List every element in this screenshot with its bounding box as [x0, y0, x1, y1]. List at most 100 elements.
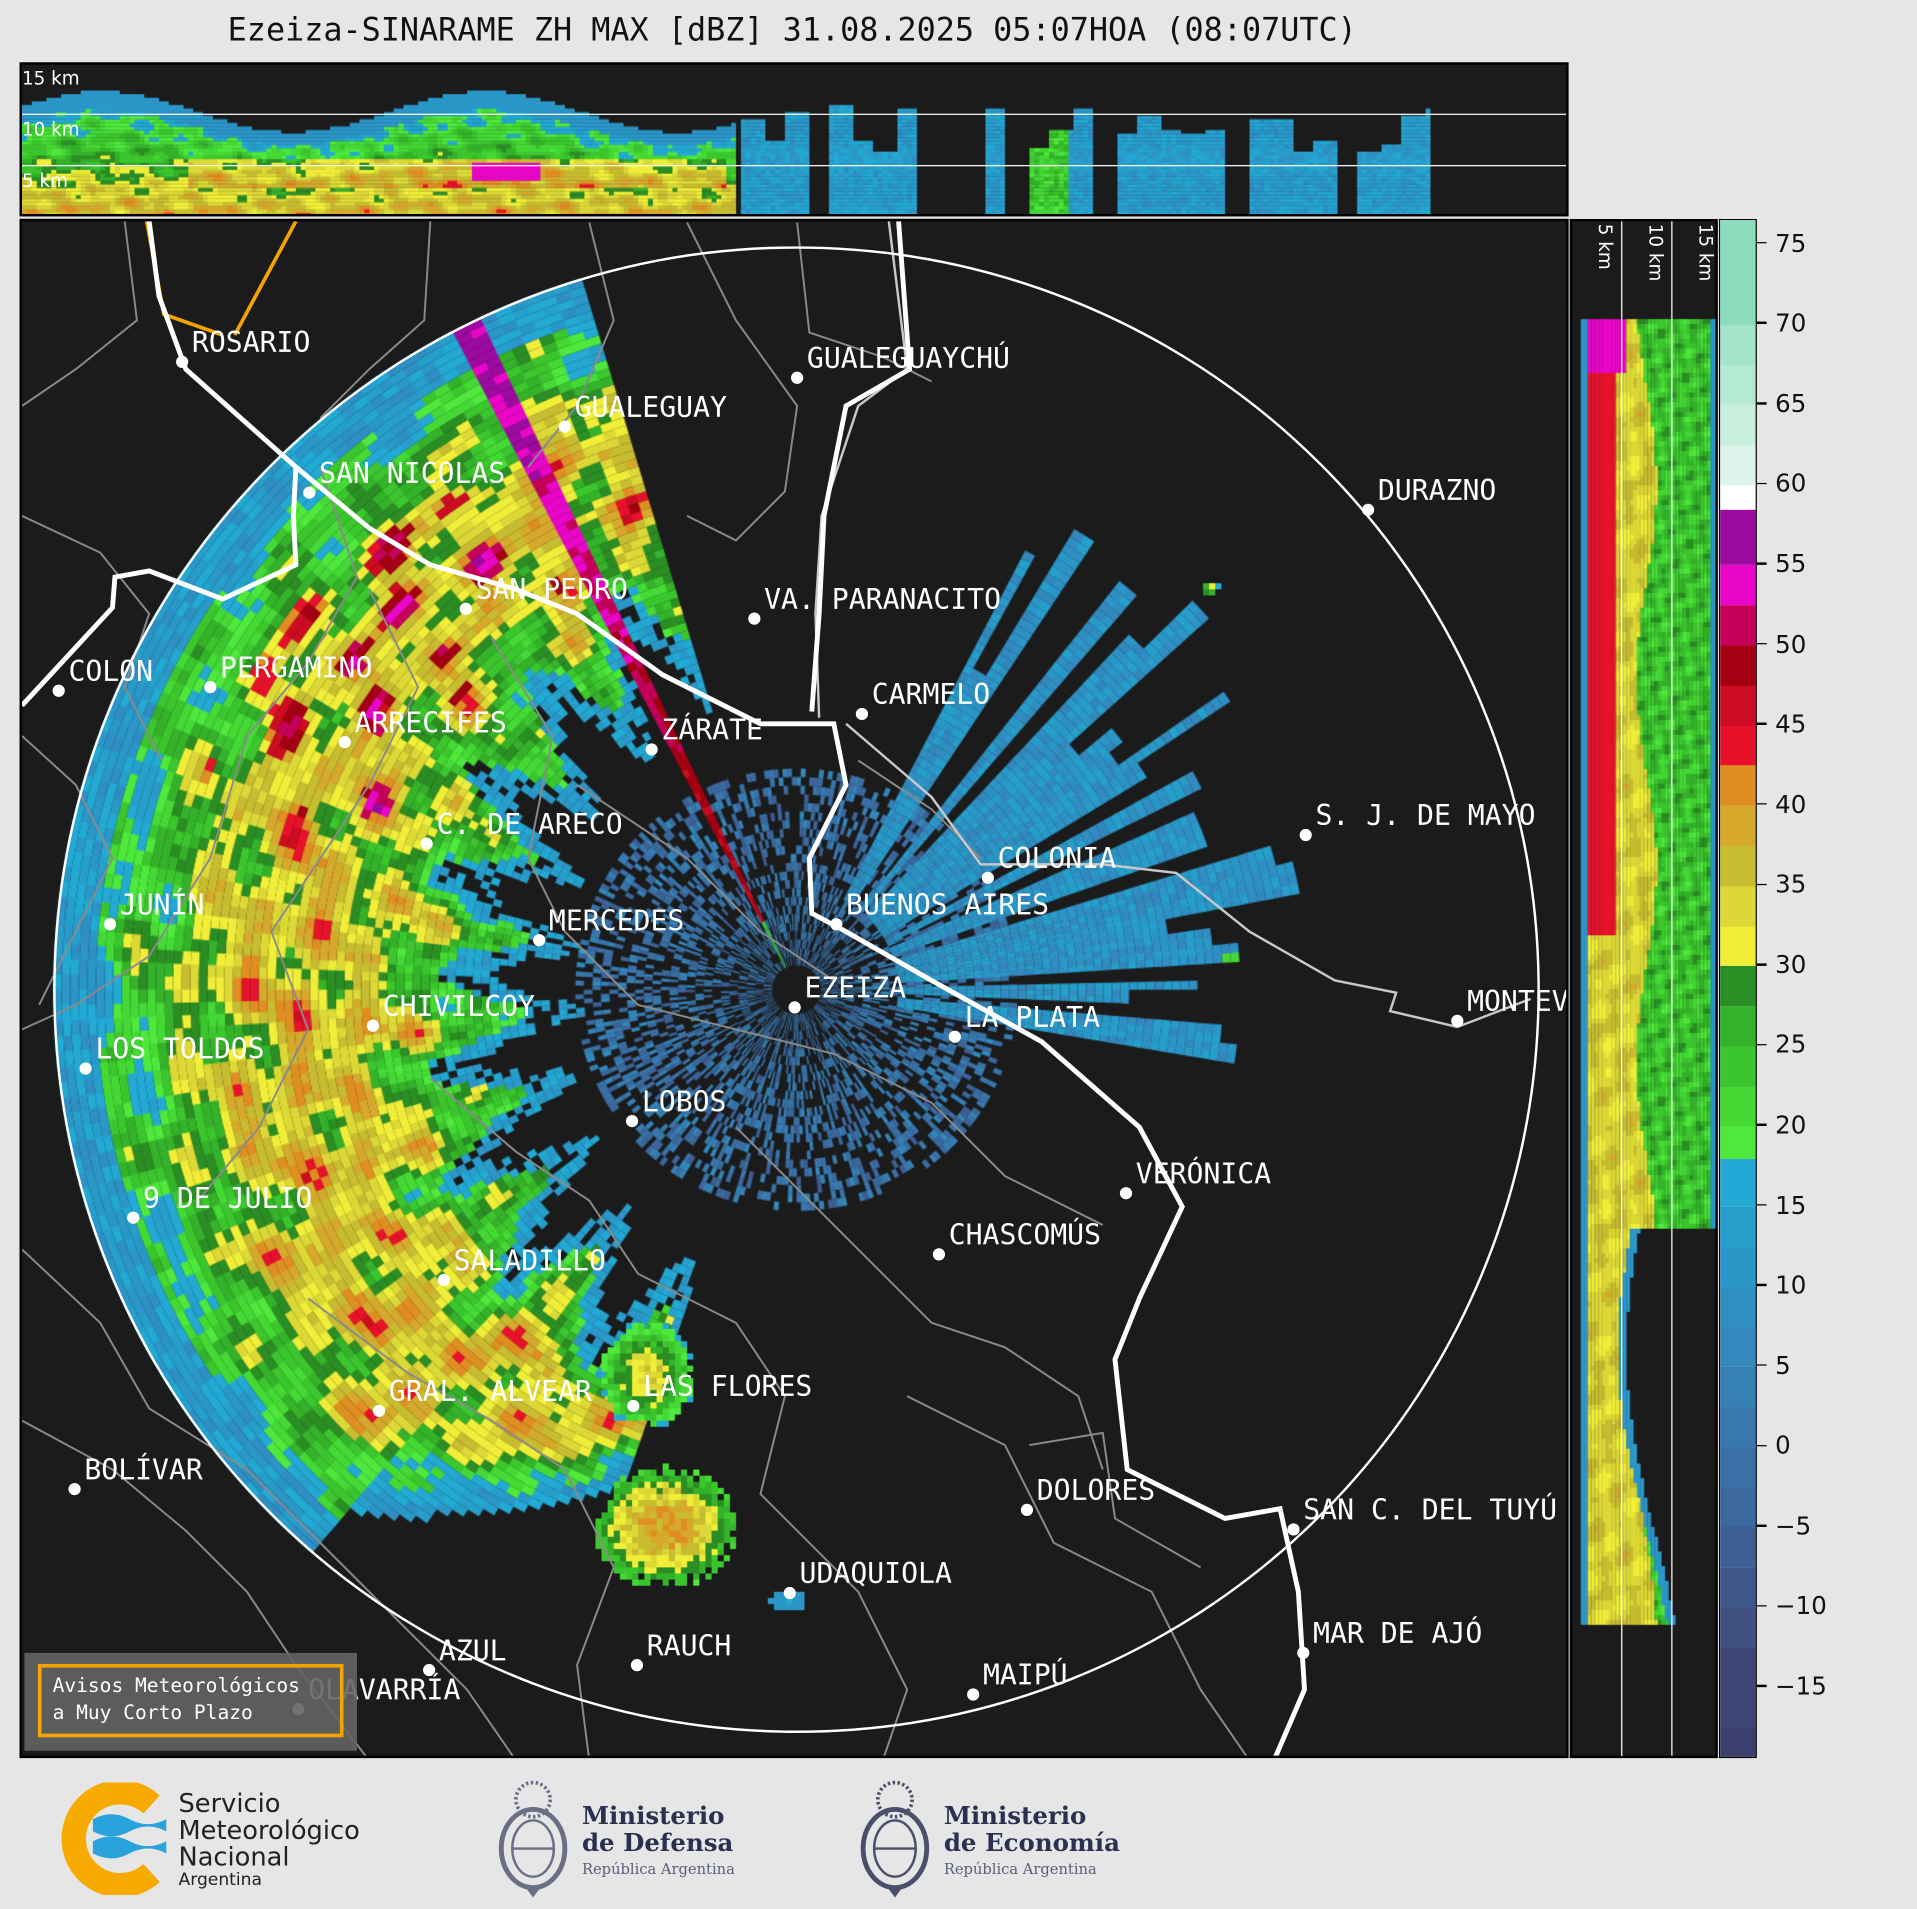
- colorbar-tick: [1756, 402, 1767, 405]
- province-border: [906, 1395, 1248, 1756]
- province-border: [22, 466, 359, 1031]
- height-line-10km: [1671, 221, 1673, 1756]
- defensa-line-3: República Argentina: [581, 1860, 735, 1878]
- colorbar-bin: [1720, 444, 1756, 486]
- province-border: [22, 221, 138, 407]
- province-border: [319, 221, 432, 419]
- colorbar-tick: [1756, 1284, 1767, 1286]
- colorbar-tick: [1756, 883, 1767, 886]
- national-emblem-icon: [498, 1780, 568, 1898]
- city-label: CHIVILCOY: [383, 990, 535, 1023]
- colorbar-bin: [1720, 725, 1756, 766]
- map-overlay: ROSARIO GUALEGUAYCHÚ GUALEGUAY SAN NICOLAS D…: [22, 221, 1566, 1756]
- colorbar-bin: [1720, 1606, 1756, 1648]
- warning-link[interactable]: Avisos Meteorológicos a Muy Corto Plazo: [37, 1663, 344, 1738]
- smn-line-4: Argentina: [178, 1870, 262, 1891]
- colorbar-bin: [1720, 1158, 1756, 1207]
- colorbar-tick-label: 15: [1775, 1190, 1807, 1220]
- smn-line-1: Servicio: [178, 1788, 281, 1818]
- city-label: VERÓNICA: [1136, 1156, 1271, 1190]
- city-label: RAUCH: [647, 1629, 732, 1662]
- uruguay-river: [809, 221, 913, 712]
- colorbar-bin: [1720, 1045, 1756, 1087]
- city-label: MERCEDES: [549, 904, 684, 937]
- height-label: 5 km: [1594, 223, 1617, 270]
- city-marker: [366, 1019, 379, 1032]
- city-marker: [204, 680, 217, 694]
- city-marker: [52, 684, 65, 697]
- city-marker: [627, 1399, 640, 1413]
- city-label: ZÁRATE: [661, 713, 763, 747]
- side-cross-section-panel: 5 km 10 km 15 km: [1569, 218, 1718, 1759]
- colorbar-tick: [1756, 1524, 1767, 1527]
- city-label: GUALEGUAY: [575, 391, 727, 424]
- city-marker: [127, 1211, 140, 1224]
- colorbar-tick: [1756, 1444, 1767, 1447]
- city-label: LOBOS: [642, 1085, 727, 1118]
- city-marker: [1287, 1523, 1300, 1536]
- height-label: 5 km: [22, 169, 69, 192]
- city-label: GRAL. ALVEAR: [389, 1375, 592, 1408]
- colorbar-tick: [1756, 722, 1767, 725]
- height-label: 10 km: [22, 118, 80, 141]
- colorbar-bin: [1720, 805, 1756, 846]
- city-label: PERGAMINO: [220, 651, 372, 684]
- city-label: BUENOS AIRES: [846, 888, 1049, 921]
- colorbar-bin: [1720, 324, 1756, 365]
- province-border: [576, 784, 835, 982]
- economia-line-2: de Economía: [943, 1827, 1120, 1858]
- city-marker: [79, 1062, 92, 1075]
- city-label: CARMELO: [872, 678, 990, 711]
- colorbar-tick: [1756, 1203, 1767, 1206]
- top-cross-section-echoes: [22, 64, 1567, 214]
- city-label: COLONIA: [998, 842, 1117, 875]
- city-marker: [1297, 1646, 1310, 1660]
- colorbar-tick-label: 45: [1775, 709, 1807, 739]
- city-label: EZEIZA: [804, 972, 906, 1005]
- city-marker: [748, 612, 761, 625]
- colorbar-bin: [1720, 1727, 1756, 1757]
- colorbar-tick-label: 70: [1775, 308, 1807, 338]
- province-border: [490, 637, 1104, 1226]
- province-border: [857, 759, 982, 859]
- city-marker: [932, 1248, 946, 1261]
- colorbar-bin: [1720, 925, 1756, 967]
- colorbar-tick-label: 40: [1775, 789, 1807, 819]
- city-label: CHASCOMÚS: [949, 1218, 1101, 1252]
- page-title: Ezeiza-SINARAME ZH MAX [dBZ] 31.08.2025 …: [227, 12, 1357, 49]
- city-marker: [338, 735, 351, 749]
- colorbar-bin: [1720, 1005, 1756, 1047]
- colorbar-tick: [1756, 1604, 1767, 1607]
- city-label: LOS TOLDOS: [95, 1033, 264, 1066]
- city-label: LAS FLORES: [643, 1370, 812, 1403]
- city-marker: [372, 1404, 386, 1417]
- height-label: 15 km: [1694, 223, 1717, 282]
- colorbar-bin: [1720, 604, 1756, 646]
- side-cross-section-echoes: [1572, 221, 1716, 1756]
- warning-line-1: Avisos Meteorológicos: [52, 1673, 300, 1697]
- city-marker: [68, 1482, 81, 1496]
- colorbar-tick: [1756, 1123, 1767, 1126]
- colorbar-tick-label: 30: [1775, 949, 1807, 980]
- smn-line-3: Nacional: [178, 1842, 290, 1872]
- warning-link-box[interactable]: Avisos Meteorológicos a Muy Corto Plazo: [24, 1652, 357, 1751]
- city-marker: [437, 1273, 450, 1287]
- radar-map[interactable]: ROSARIO GUALEGUAYCHÚ GUALEGUAY SAN NICOLAS D…: [19, 218, 1569, 1759]
- city-marker: [1119, 1187, 1133, 1200]
- colorbar-bin: [1720, 685, 1756, 726]
- colorbar-tick: [1756, 1685, 1767, 1687]
- warning-line-2: a Muy Corto Plazo: [52, 1700, 253, 1724]
- colorbar-bin: [1720, 220, 1756, 325]
- colorbar-bin: [1720, 1085, 1756, 1127]
- city-label: VA. PARANACITO: [764, 583, 1001, 616]
- colorbar-bin: [1720, 1286, 1756, 1327]
- colorbar-bin: [1720, 965, 1756, 1007]
- city-label: C. DE ARECO: [436, 808, 622, 841]
- uruguay-river-secondary: [814, 221, 909, 718]
- colorbar-bin: [1720, 508, 1756, 566]
- colorbar-bin: [1720, 765, 1756, 806]
- city-marker: [788, 1001, 801, 1014]
- colorbar-tick-label: 10: [1775, 1270, 1807, 1300]
- colorbar-bin: [1720, 1326, 1756, 1368]
- city-label: 9 DE JULIO: [143, 1182, 312, 1215]
